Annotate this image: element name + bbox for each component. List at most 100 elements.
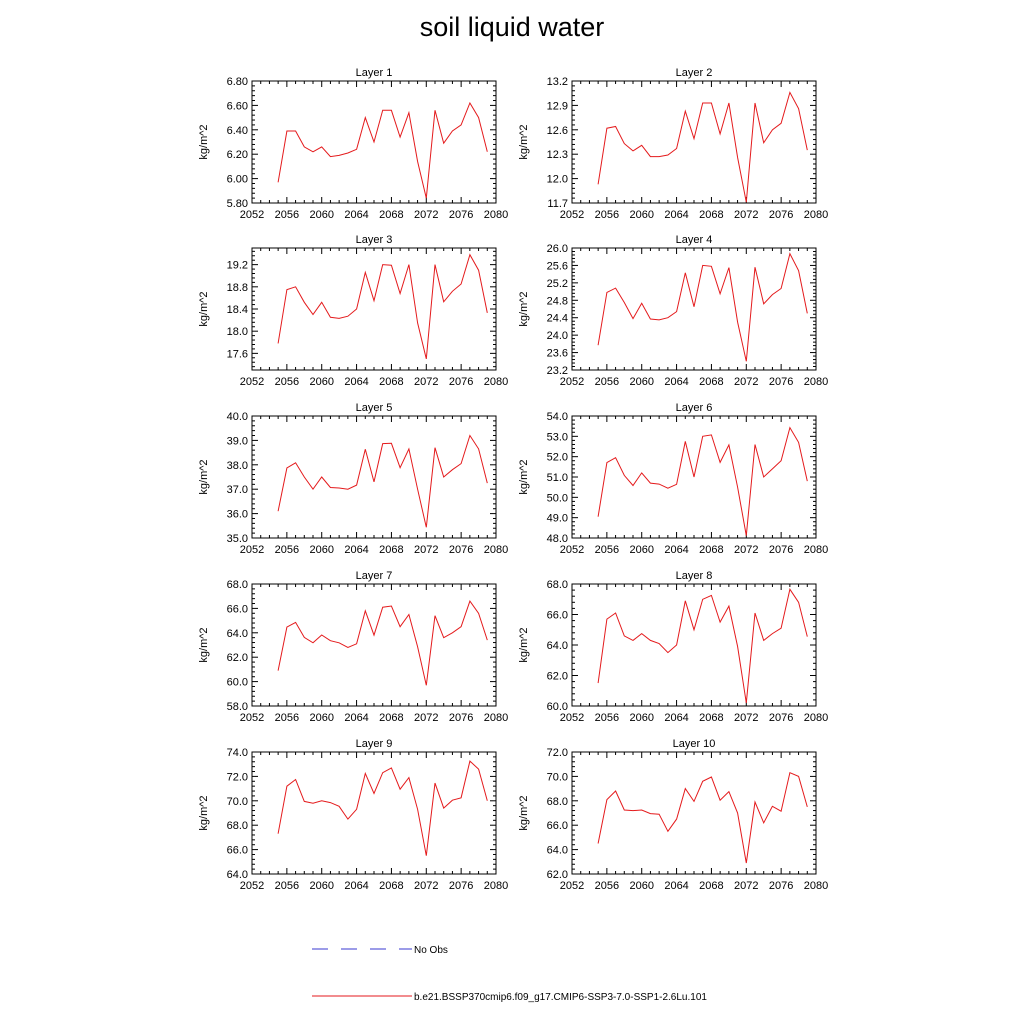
y-tick-label: 52.0 [547, 452, 568, 464]
x-tick-label: 2052 [560, 209, 584, 221]
y-tick-label: 48.0 [547, 533, 568, 545]
y-axis-label: kg/m^2 [198, 291, 210, 326]
series-line [277, 253, 488, 360]
panel-title: Layer 1 [356, 67, 393, 79]
series-line [277, 434, 488, 528]
x-tick-label: 2076 [449, 712, 473, 724]
x-tick-label: 2056 [595, 376, 619, 388]
x-tick-label: 2064 [664, 209, 688, 221]
x-tick-label: 2072 [734, 712, 758, 724]
x-tick-label: 2068 [379, 376, 403, 388]
x-tick-label: 2060 [629, 544, 653, 556]
x-tick-label: 2056 [595, 544, 619, 556]
series-line [277, 600, 488, 686]
x-tick-label: 2072 [734, 209, 758, 221]
panel-title: Layer 5 [356, 402, 393, 414]
y-tick-label: 23.6 [547, 348, 568, 360]
y-tick-label: 6.80 [227, 76, 248, 88]
x-tick-label: 2080 [804, 544, 828, 556]
y-tick-label: 68.0 [547, 796, 568, 808]
x-tick-label: 2072 [414, 209, 438, 221]
y-tick-label: 66.0 [547, 610, 568, 622]
x-tick-label: 2060 [629, 209, 653, 221]
y-tick-label: 54.0 [547, 411, 568, 423]
y-tick-label: 18.4 [227, 304, 248, 316]
x-tick-label: 2064 [344, 712, 368, 724]
series-line [597, 426, 808, 536]
plot-frame [251, 583, 497, 707]
series-line [277, 101, 488, 199]
x-tick-label: 2060 [629, 376, 653, 388]
y-tick-label: 72.0 [227, 771, 248, 783]
x-tick-label: 2080 [484, 209, 508, 221]
x-tick-label: 2064 [664, 712, 688, 724]
y-tick-label: 6.60 [227, 100, 248, 112]
x-tick-label: 2056 [275, 880, 299, 892]
y-tick-label: 25.6 [547, 260, 568, 272]
plot-frame [571, 80, 817, 204]
x-tick-label: 2080 [804, 376, 828, 388]
y-tick-label: 60.0 [227, 677, 248, 689]
x-tick-label: 2052 [560, 712, 584, 724]
y-tick-label: 66.0 [547, 820, 568, 832]
x-tick-label: 2072 [414, 712, 438, 724]
x-tick-label: 2076 [769, 544, 793, 556]
y-tick-label: 70.0 [547, 771, 568, 783]
panel-title: Layer 10 [673, 738, 716, 750]
y-tick-label: 19.2 [227, 260, 248, 272]
y-tick-label: 24.4 [547, 313, 568, 325]
y-axis-label: kg/m^2 [518, 627, 530, 662]
x-tick-label: 2052 [560, 880, 584, 892]
x-tick-label: 2064 [664, 376, 688, 388]
x-tick-label: 2060 [309, 376, 333, 388]
x-tick-label: 2056 [275, 712, 299, 724]
x-tick-label: 2068 [699, 712, 723, 724]
x-tick-label: 2064 [664, 880, 688, 892]
x-tick-label: 2060 [309, 880, 333, 892]
y-tick-label: 58.0 [227, 701, 248, 713]
y-tick-label: 6.00 [227, 174, 248, 186]
x-tick-label: 2052 [240, 544, 264, 556]
x-tick-label: 2060 [629, 880, 653, 892]
y-tick-label: 70.0 [227, 796, 248, 808]
y-axis-label: kg/m^2 [198, 124, 210, 159]
plot-frame [251, 415, 497, 539]
x-tick-label: 2068 [699, 880, 723, 892]
y-tick-label: 18.0 [227, 326, 248, 338]
x-tick-label: 2068 [379, 209, 403, 221]
y-tick-label: 74.0 [227, 747, 248, 759]
x-tick-label: 2076 [449, 209, 473, 221]
x-tick-label: 2076 [449, 544, 473, 556]
panel-9: Layer 9 2052 2056 2060 2064 2068 2072 2076 2080 6… [198, 738, 508, 892]
y-tick-label: 12.0 [547, 174, 568, 186]
x-tick-label: 2072 [734, 880, 758, 892]
panel-title: Layer 6 [676, 402, 713, 414]
x-tick-label: 2052 [560, 376, 584, 388]
y-tick-label: 40.0 [227, 411, 248, 423]
x-tick-label: 2052 [240, 376, 264, 388]
y-tick-label: 64.0 [547, 640, 568, 652]
y-tick-label: 6.40 [227, 125, 248, 137]
y-axis-label: kg/m^2 [518, 291, 530, 326]
x-tick-label: 2064 [344, 880, 368, 892]
panel-1: Layer 1 2052 2056 2060 2064 2068 2072 2076 2080 5… [198, 67, 508, 221]
panel-4: Layer 4 2052 2056 2060 2064 2068 2072 2076 2080 2… [518, 234, 828, 388]
x-tick-label: 2064 [664, 544, 688, 556]
y-tick-label: 50.0 [547, 492, 568, 504]
y-tick-label: 25.2 [547, 278, 568, 290]
y-tick-label: 60.0 [547, 701, 568, 713]
x-tick-label: 2060 [309, 544, 333, 556]
page-title: soil liquid water [419, 12, 605, 42]
x-tick-label: 2080 [804, 880, 828, 892]
panel-7: Layer 7 2052 2056 2060 2064 2068 2072 2076 2080 5… [198, 570, 508, 724]
y-tick-label: 5.80 [227, 198, 248, 210]
x-tick-label: 2056 [275, 544, 299, 556]
x-tick-label: 2068 [699, 376, 723, 388]
x-tick-label: 2068 [699, 544, 723, 556]
series-line [597, 91, 808, 203]
x-tick-label: 2076 [769, 209, 793, 221]
x-tick-label: 2072 [734, 376, 758, 388]
y-tick-label: 53.0 [547, 431, 568, 443]
x-tick-label: 2076 [449, 376, 473, 388]
x-tick-label: 2068 [699, 209, 723, 221]
